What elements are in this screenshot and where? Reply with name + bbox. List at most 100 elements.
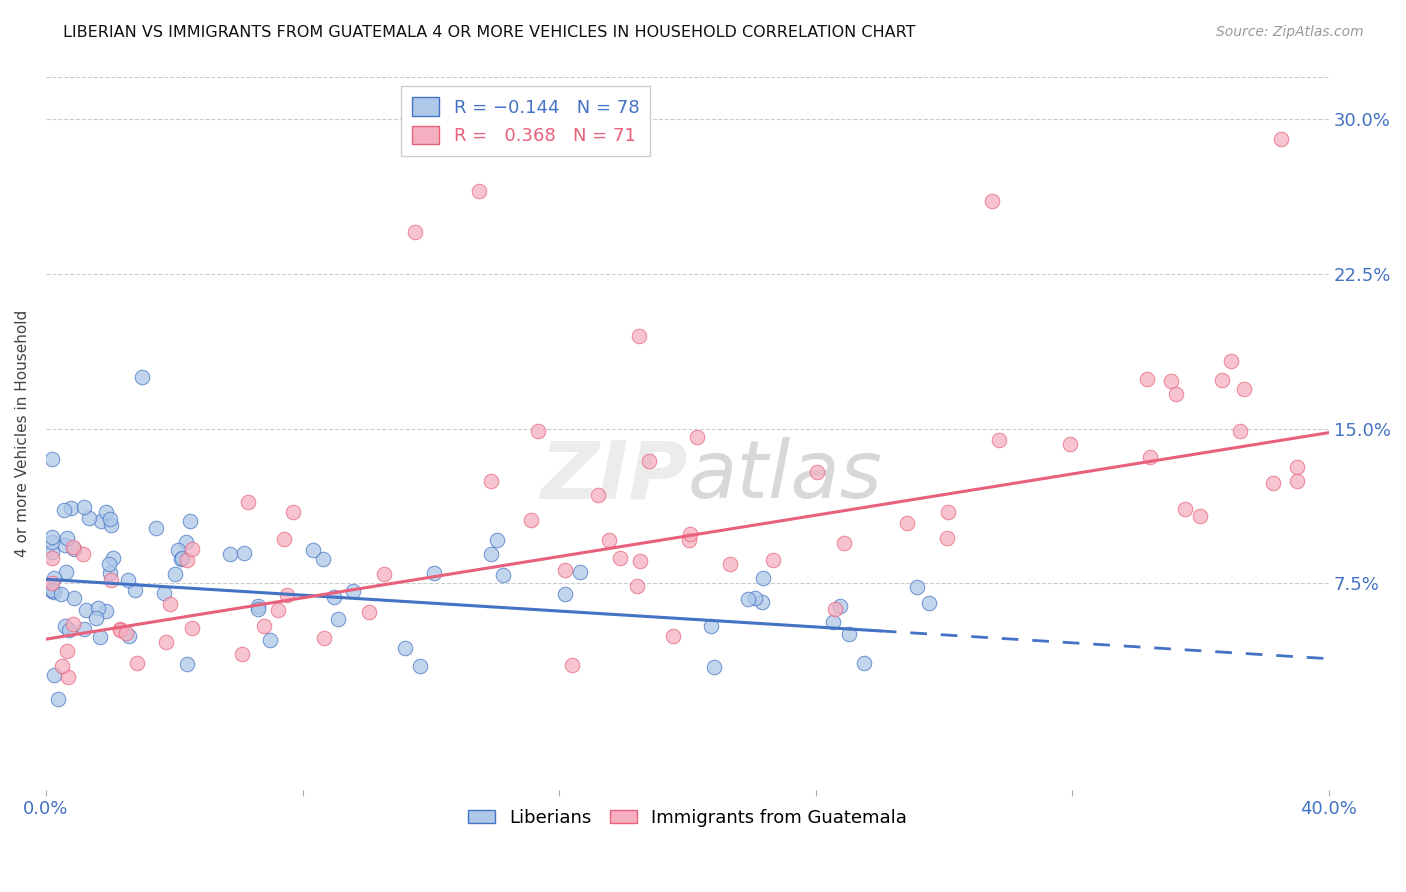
- Point: [686, 429, 709, 443]
- Point: [1059, 436, 1081, 450]
- Point: [48, 691, 70, 706]
- Point: [246, 602, 269, 616]
- Point: [101, 550, 124, 565]
- Point: [662, 629, 685, 643]
- Point: [936, 531, 959, 545]
- Point: [97, 557, 120, 571]
- Point: [41, 584, 63, 599]
- Point: [1270, 132, 1292, 146]
- Legend: Liberians, Immigrants from Guatemala: Liberians, Immigrants from Guatemala: [461, 802, 914, 834]
- Point: [56, 531, 79, 545]
- Text: Source: ZipAtlas.com: Source: ZipAtlas.com: [1216, 25, 1364, 39]
- Point: [41, 576, 63, 591]
- Point: [762, 552, 785, 566]
- Point: [569, 565, 592, 579]
- Point: [159, 598, 181, 612]
- Point: [824, 602, 846, 616]
- Point: [176, 553, 198, 567]
- Point: [520, 513, 543, 527]
- Point: [98, 512, 121, 526]
- Text: LIBERIAN VS IMMIGRANTS FROM GUATEMALA 4 OR MORE VEHICLES IN HOUSEHOLD CORRELATIO: LIBERIAN VS IMMIGRANTS FROM GUATEMALA 4 …: [63, 25, 915, 40]
- Point: [63, 591, 86, 606]
- Point: [41, 544, 63, 558]
- Point: [169, 551, 191, 566]
- Point: [342, 584, 364, 599]
- Point: [598, 533, 620, 547]
- Point: [53, 503, 76, 517]
- Point: [53, 538, 76, 552]
- Point: [328, 612, 350, 626]
- Point: [468, 184, 491, 198]
- Point: [700, 619, 723, 633]
- Point: [751, 595, 773, 609]
- Point: [554, 564, 576, 578]
- Point: [628, 328, 651, 343]
- Y-axis label: 4 or more Vehicles in Household: 4 or more Vehicles in Household: [15, 310, 30, 558]
- Point: [117, 573, 139, 587]
- Point: [423, 566, 446, 580]
- Point: [905, 581, 928, 595]
- Point: [394, 640, 416, 655]
- Point: [828, 599, 851, 613]
- Point: [821, 615, 844, 629]
- Point: [322, 590, 344, 604]
- Point: [838, 627, 860, 641]
- Point: [62, 540, 84, 554]
- Point: [100, 573, 122, 587]
- Point: [53, 619, 76, 633]
- Point: [41, 452, 63, 467]
- Point: [409, 658, 432, 673]
- Point: [752, 570, 775, 584]
- Point: [1229, 424, 1251, 438]
- Point: [744, 591, 766, 605]
- Point: [42, 667, 65, 681]
- Point: [678, 533, 700, 547]
- Point: [75, 602, 97, 616]
- Point: [170, 550, 193, 565]
- Point: [806, 465, 828, 479]
- Point: [359, 605, 381, 619]
- Point: [72, 547, 94, 561]
- Point: [281, 505, 304, 519]
- Point: [486, 533, 509, 548]
- Point: [41, 550, 63, 565]
- Point: [127, 656, 149, 670]
- Point: [586, 488, 609, 502]
- Point: [108, 623, 131, 637]
- Point: [918, 596, 941, 610]
- Point: [679, 526, 702, 541]
- Point: [62, 541, 84, 556]
- Point: [718, 558, 741, 572]
- Point: [1136, 372, 1159, 386]
- Point: [115, 626, 138, 640]
- Point: [628, 554, 651, 568]
- Point: [479, 547, 502, 561]
- Point: [1285, 459, 1308, 474]
- Point: [1219, 353, 1241, 368]
- Point: [73, 500, 96, 514]
- Text: ZIP: ZIP: [540, 437, 688, 516]
- Point: [373, 566, 395, 581]
- Point: [131, 370, 153, 384]
- Point: [176, 657, 198, 672]
- Point: [703, 660, 725, 674]
- Point: [609, 551, 631, 566]
- Point: [896, 516, 918, 530]
- Point: [1263, 475, 1285, 490]
- Point: [936, 505, 959, 519]
- Point: [1174, 501, 1197, 516]
- Point: [108, 622, 131, 636]
- Point: [89, 630, 111, 644]
- Point: [492, 568, 515, 582]
- Text: atlas: atlas: [688, 437, 882, 516]
- Point: [233, 546, 256, 560]
- Point: [58, 623, 80, 637]
- Point: [554, 587, 576, 601]
- Point: [56, 670, 79, 684]
- Point: [181, 542, 204, 557]
- Point: [73, 622, 96, 636]
- Point: [273, 532, 295, 546]
- Point: [49, 586, 72, 600]
- Point: [100, 518, 122, 533]
- Point: [59, 501, 82, 516]
